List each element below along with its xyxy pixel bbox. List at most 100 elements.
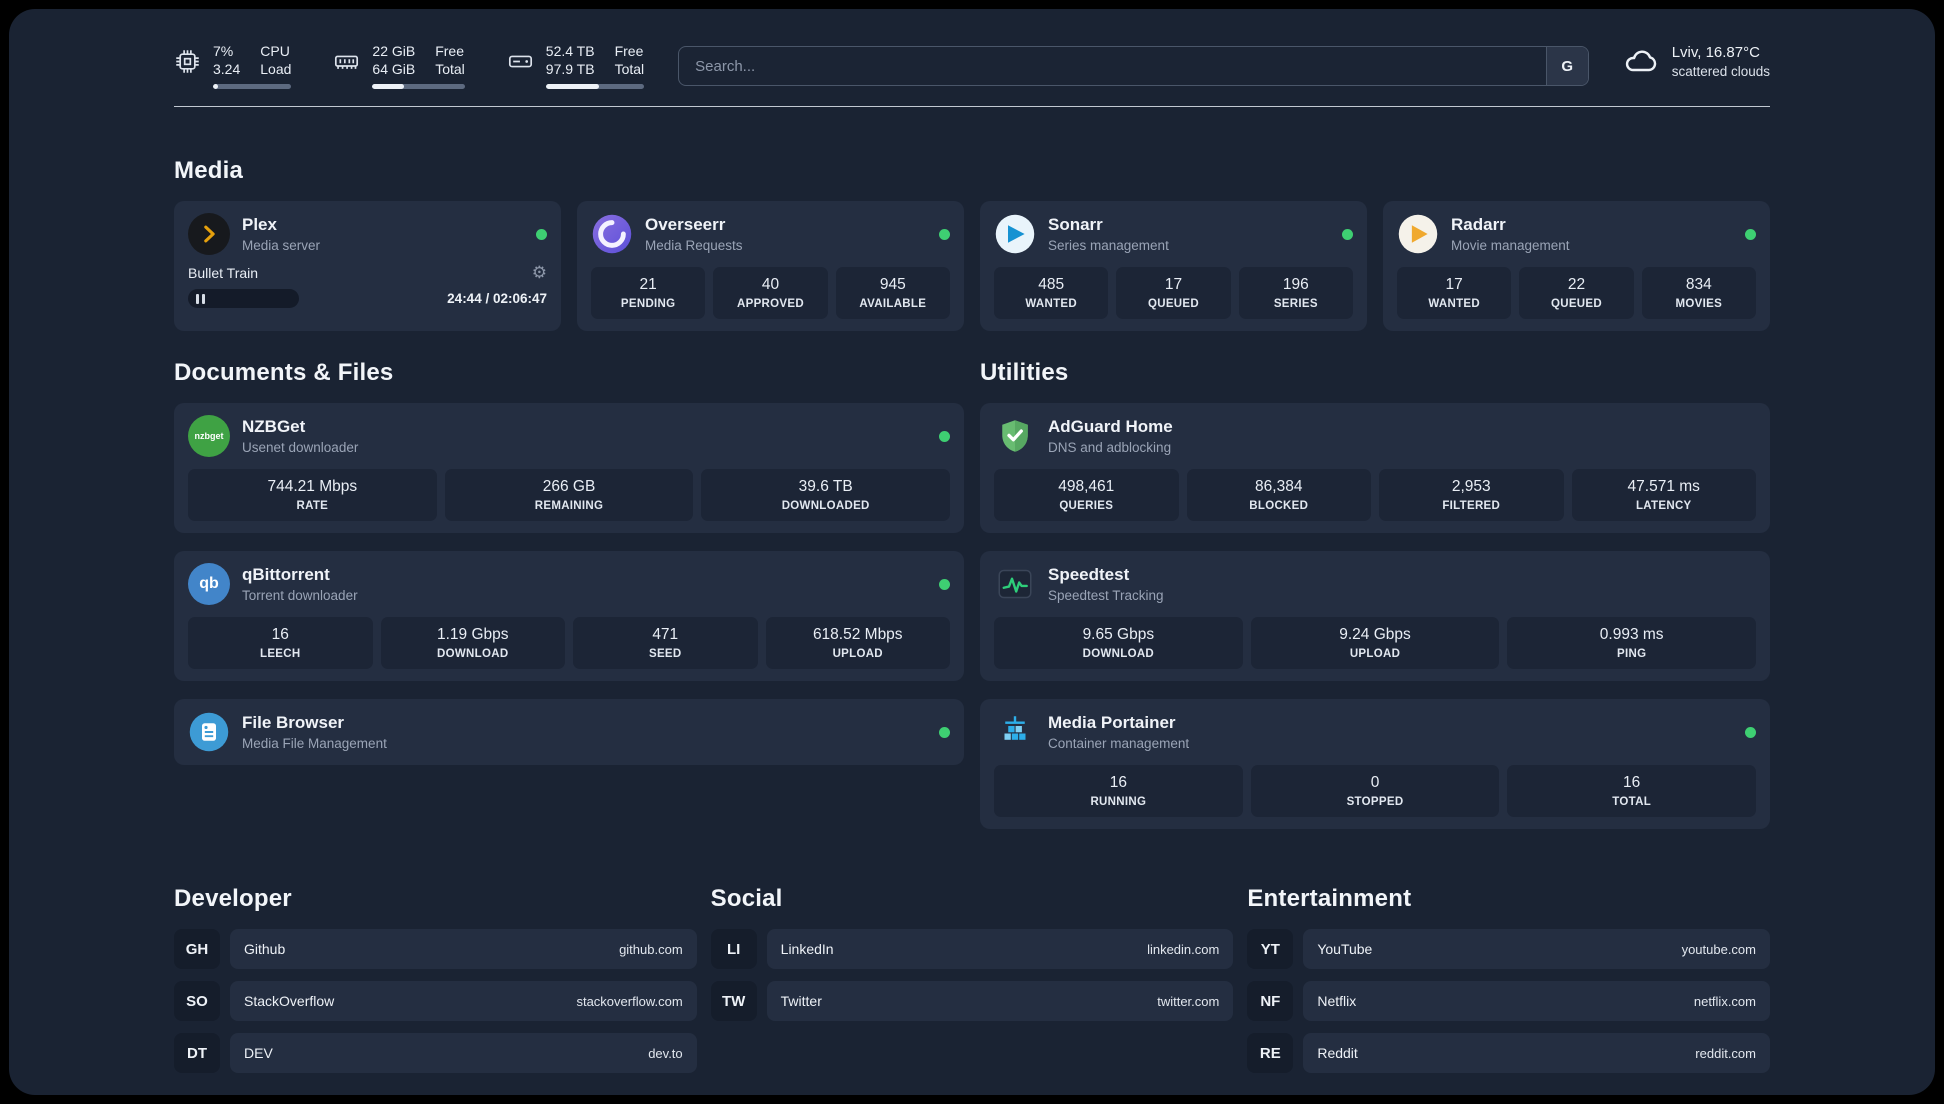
card-plex[interactable]: Plex Media server Bullet Train ⚙: [174, 201, 561, 331]
adguard-icon: [994, 415, 1036, 457]
gear-icon[interactable]: ⚙: [531, 263, 547, 282]
link-abbr[interactable]: RE: [1247, 1033, 1294, 1073]
card-qbittorrent[interactable]: qb qBittorrent Torrent downloader 16 LEE…: [174, 551, 964, 681]
card-adguard[interactable]: AdGuard Home DNS and adblocking 498,461 …: [980, 403, 1770, 533]
link-abbr[interactable]: NF: [1247, 981, 1294, 1021]
stat-value: 2,953: [1451, 478, 1491, 495]
stat-wanted: 17 WANTED: [1397, 267, 1512, 319]
overseerr-icon: [591, 213, 633, 255]
stat-value: 17: [1445, 276, 1463, 293]
link-bar[interactable]: Twitter twitter.com: [766, 981, 1234, 1021]
stat-label: WANTED: [1025, 298, 1077, 310]
link-bar[interactable]: StackOverflow stackoverflow.com: [230, 981, 697, 1021]
stat-label: SEED: [648, 648, 682, 660]
app-name: Plex: [242, 215, 277, 234]
stat-running: 16 RUNNING: [994, 765, 1243, 817]
card-radarr[interactable]: Radarr Movie management 17 WANTED 22 QUE…: [1383, 201, 1770, 331]
online-status-dot: [536, 228, 547, 240]
memory-label-1: Free: [435, 43, 465, 59]
stat-label: BLOCKED: [1249, 500, 1309, 512]
online-status-dot: [939, 228, 950, 240]
link-twitter: TW Twitter twitter.com: [710, 981, 1234, 1021]
pause-button[interactable]: [196, 293, 205, 304]
section-title-documents: Documents & Files: [174, 359, 394, 386]
link-abbr[interactable]: GH: [174, 929, 220, 969]
link-bar[interactable]: DEV dev.to: [230, 1033, 697, 1073]
stat-seed: 471 SEED: [573, 617, 758, 669]
seek-bar[interactable]: [188, 289, 300, 308]
weather-location: Lviv, 16.87°C: [1671, 43, 1760, 61]
online-status-dot: [939, 726, 950, 738]
stat-value: 1.19 Gbps: [436, 626, 509, 643]
card-nzbget[interactable]: nzbget NZBGet Usenet downloader 744.21 M…: [174, 403, 964, 533]
stat-value: 945: [879, 276, 906, 293]
link-abbr[interactable]: TW: [710, 981, 757, 1021]
section-social: Social LI LinkedIn linkedin.com TW Twitt…: [710, 885, 1234, 1085]
link-bar[interactable]: Reddit reddit.com: [1303, 1033, 1770, 1073]
playback-time: 24:44 / 02:06:47: [447, 291, 547, 306]
stat-value: 0.993 ms: [1599, 626, 1664, 643]
stat-value: 618.52 Mbps: [812, 626, 903, 643]
stat-rate: 744.21 Mbps RATE: [188, 469, 437, 521]
sonarr-icon: [994, 213, 1036, 255]
link-bar[interactable]: LinkedIn linkedin.com: [766, 929, 1234, 969]
stat-value: 21: [639, 276, 657, 293]
link-reddit: RE Reddit reddit.com: [1247, 1033, 1770, 1073]
app-name: Overseerr: [645, 215, 726, 234]
stat-label: QUEUED: [1147, 298, 1199, 310]
card-speedtest[interactable]: Speedtest Speedtest Tracking 9.65 Gbps D…: [980, 551, 1770, 681]
top-bar: 7% CPU 3.24 Load: [174, 43, 1770, 89]
cpu-label-1: CPU: [260, 43, 290, 59]
link-abbr[interactable]: LI: [710, 929, 757, 969]
app-subtitle: Speedtest Tracking: [1048, 588, 1164, 603]
stat-remaining: 266 GB REMAINING: [444, 469, 694, 521]
memory-value-2: 64 GiB: [372, 61, 416, 77]
section-title-utilities: Utilities: [980, 359, 1069, 386]
stat-upload: 618.52 Mbps UPLOAD: [765, 617, 950, 669]
cloud-icon: [1623, 43, 1659, 79]
card-overseerr[interactable]: Overseerr Media Requests 21 PENDING 40 A…: [577, 201, 964, 331]
link-bar[interactable]: Github github.com: [230, 929, 697, 969]
card-filebrowser[interactable]: File Browser Media File Management: [174, 699, 964, 765]
disk-icon: [507, 48, 534, 75]
app-name: Sonarr: [1048, 215, 1103, 234]
stat-label: DOWNLOAD: [1082, 648, 1155, 660]
search-input[interactable]: [678, 46, 1589, 86]
link-abbr[interactable]: YT: [1247, 929, 1294, 969]
dashboard-page: 7% CPU 3.24 Load: [9, 9, 1935, 1095]
stat-pending: 21 PENDING: [591, 267, 706, 319]
section-utilities: Utilities AdGuard Home: [980, 359, 1770, 829]
disk-label-1: Free: [614, 43, 644, 59]
app-subtitle: Media server: [242, 238, 321, 253]
section-title-entertainment: Entertainment: [1247, 885, 1412, 912]
stat-wanted: 485 WANTED: [994, 267, 1109, 319]
system-resources: 7% CPU 3.24 Load: [174, 43, 645, 89]
stat-label: UPLOAD: [832, 648, 883, 660]
search-engine-button[interactable]: G: [1545, 47, 1588, 85]
stat-value: 86,384: [1255, 478, 1303, 495]
stat-series: 196 SERIES: [1238, 267, 1353, 319]
radarr-icon: [1397, 213, 1439, 255]
stat-value: 471: [652, 626, 679, 643]
stat-label: RATE: [296, 500, 329, 512]
disk-value-2: 97.9 TB: [545, 61, 595, 77]
cpu-progress-bar: [213, 84, 292, 89]
stat-queries: 498,461 QUERIES: [994, 469, 1179, 521]
memory-label-2: Total: [435, 61, 465, 77]
link-abbr[interactable]: SO: [174, 981, 220, 1021]
stat-download: 1.19 Gbps DOWNLOAD: [380, 617, 565, 669]
stat-label: MOVIES: [1675, 298, 1723, 310]
stat-value: 0: [1370, 774, 1380, 791]
cpu-value-2: 3.24: [213, 61, 241, 77]
card-portainer[interactable]: Media Portainer Container management 16 …: [980, 699, 1770, 829]
section-media: Media Plex Media server: [174, 157, 1770, 331]
stat-value: 16: [1623, 774, 1641, 791]
card-sonarr[interactable]: Sonarr Series management 485 WANTED 17 Q…: [980, 201, 1367, 331]
link-bar[interactable]: YouTube youtube.com: [1303, 929, 1770, 969]
app-subtitle: Media Requests: [645, 238, 743, 253]
link-bar[interactable]: Netflix netflix.com: [1303, 981, 1770, 1021]
stat-value: 266 GB: [542, 478, 596, 495]
online-status-dot: [1745, 726, 1756, 738]
stat-downloaded: 39.6 TB DOWNLOADED: [701, 469, 951, 521]
link-abbr[interactable]: DT: [174, 1033, 220, 1073]
